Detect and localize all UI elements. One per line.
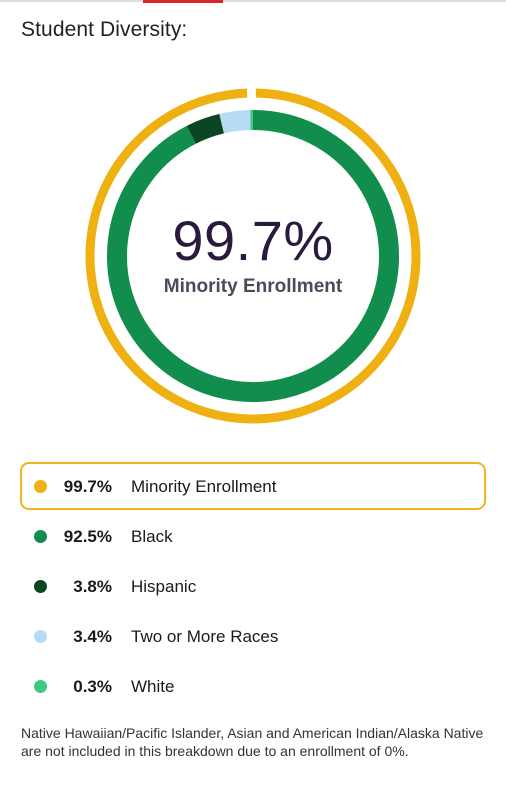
top-border: [0, 0, 506, 2]
legend-item-white[interactable]: 0.3% White: [20, 662, 486, 710]
legend-percent: 99.7%: [63, 477, 112, 496]
legend-dot: [34, 580, 47, 593]
legend-item-black[interactable]: 92.5% Black: [20, 512, 486, 560]
legend-dot: [34, 630, 47, 643]
center-label: Minority Enrollment: [163, 276, 343, 297]
legend-label: Black: [131, 527, 173, 546]
legend-label: Hispanic: [131, 577, 197, 596]
legend-percent: 3.8%: [73, 577, 112, 596]
legend: 99.7% Minority Enrollment 92.5% Black 3.…: [20, 462, 486, 712]
section-title: Student Diversity:: [21, 18, 188, 41]
active-tab-indicator: [143, 0, 223, 3]
legend-dot: [34, 480, 47, 493]
legend-label: White: [131, 677, 175, 696]
legend-percent: 92.5%: [63, 527, 112, 546]
inner-ring-hispanic: [186, 113, 225, 144]
donut-chart: [85, 88, 421, 424]
legend-percent: 0.3%: [73, 677, 112, 696]
inner-ring-two-or-more-races: [219, 110, 251, 134]
inner-ring-black: [107, 110, 399, 402]
legend-label: Minority Enrollment: [131, 477, 277, 496]
outer-ring-minority-enrollment: [85, 88, 421, 424]
center-value: 99.7%: [172, 209, 334, 272]
legend-label: Two or More Races: [131, 627, 279, 646]
legend-item-two-or-more-races[interactable]: 3.4% Two or More Races: [20, 612, 486, 660]
footnote: Native Hawaiian/Pacific Islander, Asian …: [21, 725, 484, 759]
legend-item-minority-enrollment[interactable]: 99.7% Minority Enrollment: [20, 462, 486, 510]
legend-item-hispanic[interactable]: 3.8% Hispanic: [20, 562, 486, 610]
legend-dot: [34, 530, 47, 543]
legend-percent: 3.4%: [73, 627, 112, 646]
legend-dot: [34, 680, 47, 693]
